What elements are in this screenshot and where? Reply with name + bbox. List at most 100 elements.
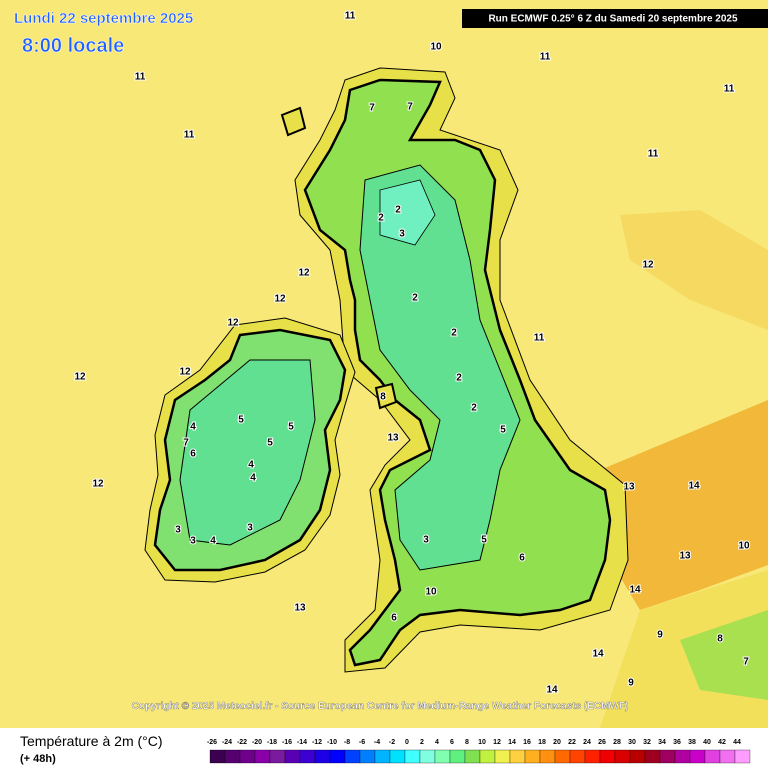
copyright: Copyright © 2025 Meteociel.fr - Source E… bbox=[132, 701, 629, 712]
contour-label: 12 bbox=[179, 367, 191, 378]
contour-label: 12 bbox=[227, 318, 239, 329]
scale-tick-label: -18 bbox=[267, 739, 277, 746]
scale-tick-label: 34 bbox=[658, 739, 666, 746]
scale-swatch bbox=[554, 749, 571, 764]
scale-swatch bbox=[494, 749, 511, 764]
contour-label: 2 bbox=[471, 403, 477, 414]
contour-label: 11 bbox=[724, 84, 735, 95]
scale-tick-label: -24 bbox=[222, 739, 232, 746]
gb-coldest bbox=[379, 179, 436, 246]
contour-label: 3 bbox=[423, 535, 429, 546]
contour-label: 2 bbox=[378, 213, 384, 224]
scale-tick-label: 16 bbox=[523, 739, 531, 746]
scale-tick-label: -16 bbox=[282, 739, 292, 746]
contour-label: 4 bbox=[210, 536, 216, 547]
contour-label: 2 bbox=[395, 205, 401, 216]
contour-labels: 11 11 11 11 11 11 10 12 12 12 12 12 12 12 11 13 13 14 10 13… bbox=[73, 10, 751, 697]
scale-swatch bbox=[284, 749, 301, 764]
scale-swatch bbox=[389, 749, 406, 764]
scale-tick-label: 38 bbox=[688, 739, 696, 746]
contour-label: 14 bbox=[688, 481, 700, 492]
legend-title: Température à 2m (°C) bbox=[20, 733, 163, 749]
scale-tick-label: 18 bbox=[538, 739, 546, 746]
scale-tick-label: 8 bbox=[465, 739, 469, 746]
contour-label: 12 bbox=[274, 294, 286, 305]
scale-swatch bbox=[584, 749, 601, 764]
contour-label: 14 bbox=[592, 649, 604, 660]
contour-label: 13 bbox=[294, 603, 306, 614]
contour-label: 10 bbox=[425, 587, 437, 598]
scale-tick-label: 4 bbox=[435, 739, 439, 746]
scale-tick-label: 40 bbox=[703, 739, 711, 746]
contour-label: 3 bbox=[175, 525, 181, 536]
contour-label: 4 bbox=[248, 460, 254, 471]
contour-label: 5 bbox=[481, 535, 487, 546]
contour-label: 10 bbox=[738, 541, 750, 552]
contour-label: 11 bbox=[345, 11, 356, 22]
contour-label: 13 bbox=[679, 551, 691, 562]
scale-swatch bbox=[659, 749, 676, 764]
scale-tick-label: -8 bbox=[344, 739, 350, 746]
warm-area bbox=[600, 400, 768, 610]
scale-tick-label: -26 bbox=[207, 739, 217, 746]
scale-swatch bbox=[704, 749, 721, 764]
scale-tick-label: 14 bbox=[508, 739, 516, 746]
contour-label: 12 bbox=[298, 268, 310, 279]
scale-tick-label: -6 bbox=[359, 739, 365, 746]
scale-swatch bbox=[524, 749, 541, 764]
contour-label: 8 bbox=[380, 392, 386, 403]
scale-tick-label: -14 bbox=[297, 739, 307, 746]
scale-tick-label: 10 bbox=[478, 739, 486, 746]
scale-tick-label: 6 bbox=[450, 739, 454, 746]
scale-swatch bbox=[509, 749, 526, 764]
contour-label: 3 bbox=[399, 229, 405, 240]
contour-label: 6 bbox=[519, 553, 525, 564]
contour-label: 6 bbox=[391, 613, 397, 624]
scale-tick-label: 42 bbox=[718, 739, 726, 746]
contour-label: 10 bbox=[430, 42, 442, 53]
scale-tick-label: -2 bbox=[389, 739, 395, 746]
contour-label: 12 bbox=[74, 372, 86, 383]
contour-label: 4 bbox=[250, 473, 256, 484]
scale-swatch bbox=[329, 749, 346, 764]
date: Lundi 22 septembre 2025 bbox=[14, 10, 193, 27]
scale-swatch bbox=[464, 749, 481, 764]
scale-tick-label: -22 bbox=[237, 739, 247, 746]
scale-tick-label: -4 bbox=[374, 739, 380, 746]
contour-label: 7 bbox=[369, 103, 375, 114]
contour-label: 11 bbox=[534, 333, 545, 344]
scale-swatch bbox=[254, 749, 271, 764]
contour-label: 2 bbox=[451, 328, 457, 339]
scale-swatch bbox=[674, 749, 691, 764]
scale-tick-label: 12 bbox=[493, 739, 501, 746]
contour-label: 6 bbox=[190, 449, 196, 460]
sea-warm-patch bbox=[620, 210, 768, 330]
scale-swatch bbox=[374, 749, 391, 764]
scale-tick-label: 28 bbox=[613, 739, 621, 746]
legend-lead: (+ 48h) bbox=[20, 753, 56, 765]
scale-tick-label: -10 bbox=[327, 739, 337, 746]
scale-swatch bbox=[599, 749, 616, 764]
contour-label: 11 bbox=[540, 52, 551, 63]
contour-label: 8 bbox=[717, 634, 723, 645]
contour-label: 5 bbox=[500, 425, 506, 436]
contour-label: 11 bbox=[135, 72, 146, 83]
scale-swatch bbox=[614, 749, 631, 764]
scale-tick-label: 36 bbox=[673, 739, 681, 746]
scale-swatch bbox=[479, 749, 496, 764]
contour-label: 13 bbox=[387, 433, 399, 444]
scale-swatch bbox=[734, 749, 751, 764]
scale-swatch bbox=[689, 749, 706, 764]
island bbox=[280, 106, 307, 137]
mainland-cool-area bbox=[680, 610, 768, 700]
scale-tick-label: 24 bbox=[583, 739, 591, 746]
scale-swatch bbox=[434, 749, 451, 764]
contour-label: 5 bbox=[267, 438, 273, 449]
run-box bbox=[462, 9, 768, 28]
contour-label: 12 bbox=[92, 479, 104, 490]
scale-swatch bbox=[629, 749, 646, 764]
scale-swatch bbox=[314, 749, 331, 764]
scale-swatch bbox=[299, 749, 316, 764]
contour-label: 14 bbox=[629, 585, 641, 596]
contour-label: 2 bbox=[456, 373, 462, 384]
